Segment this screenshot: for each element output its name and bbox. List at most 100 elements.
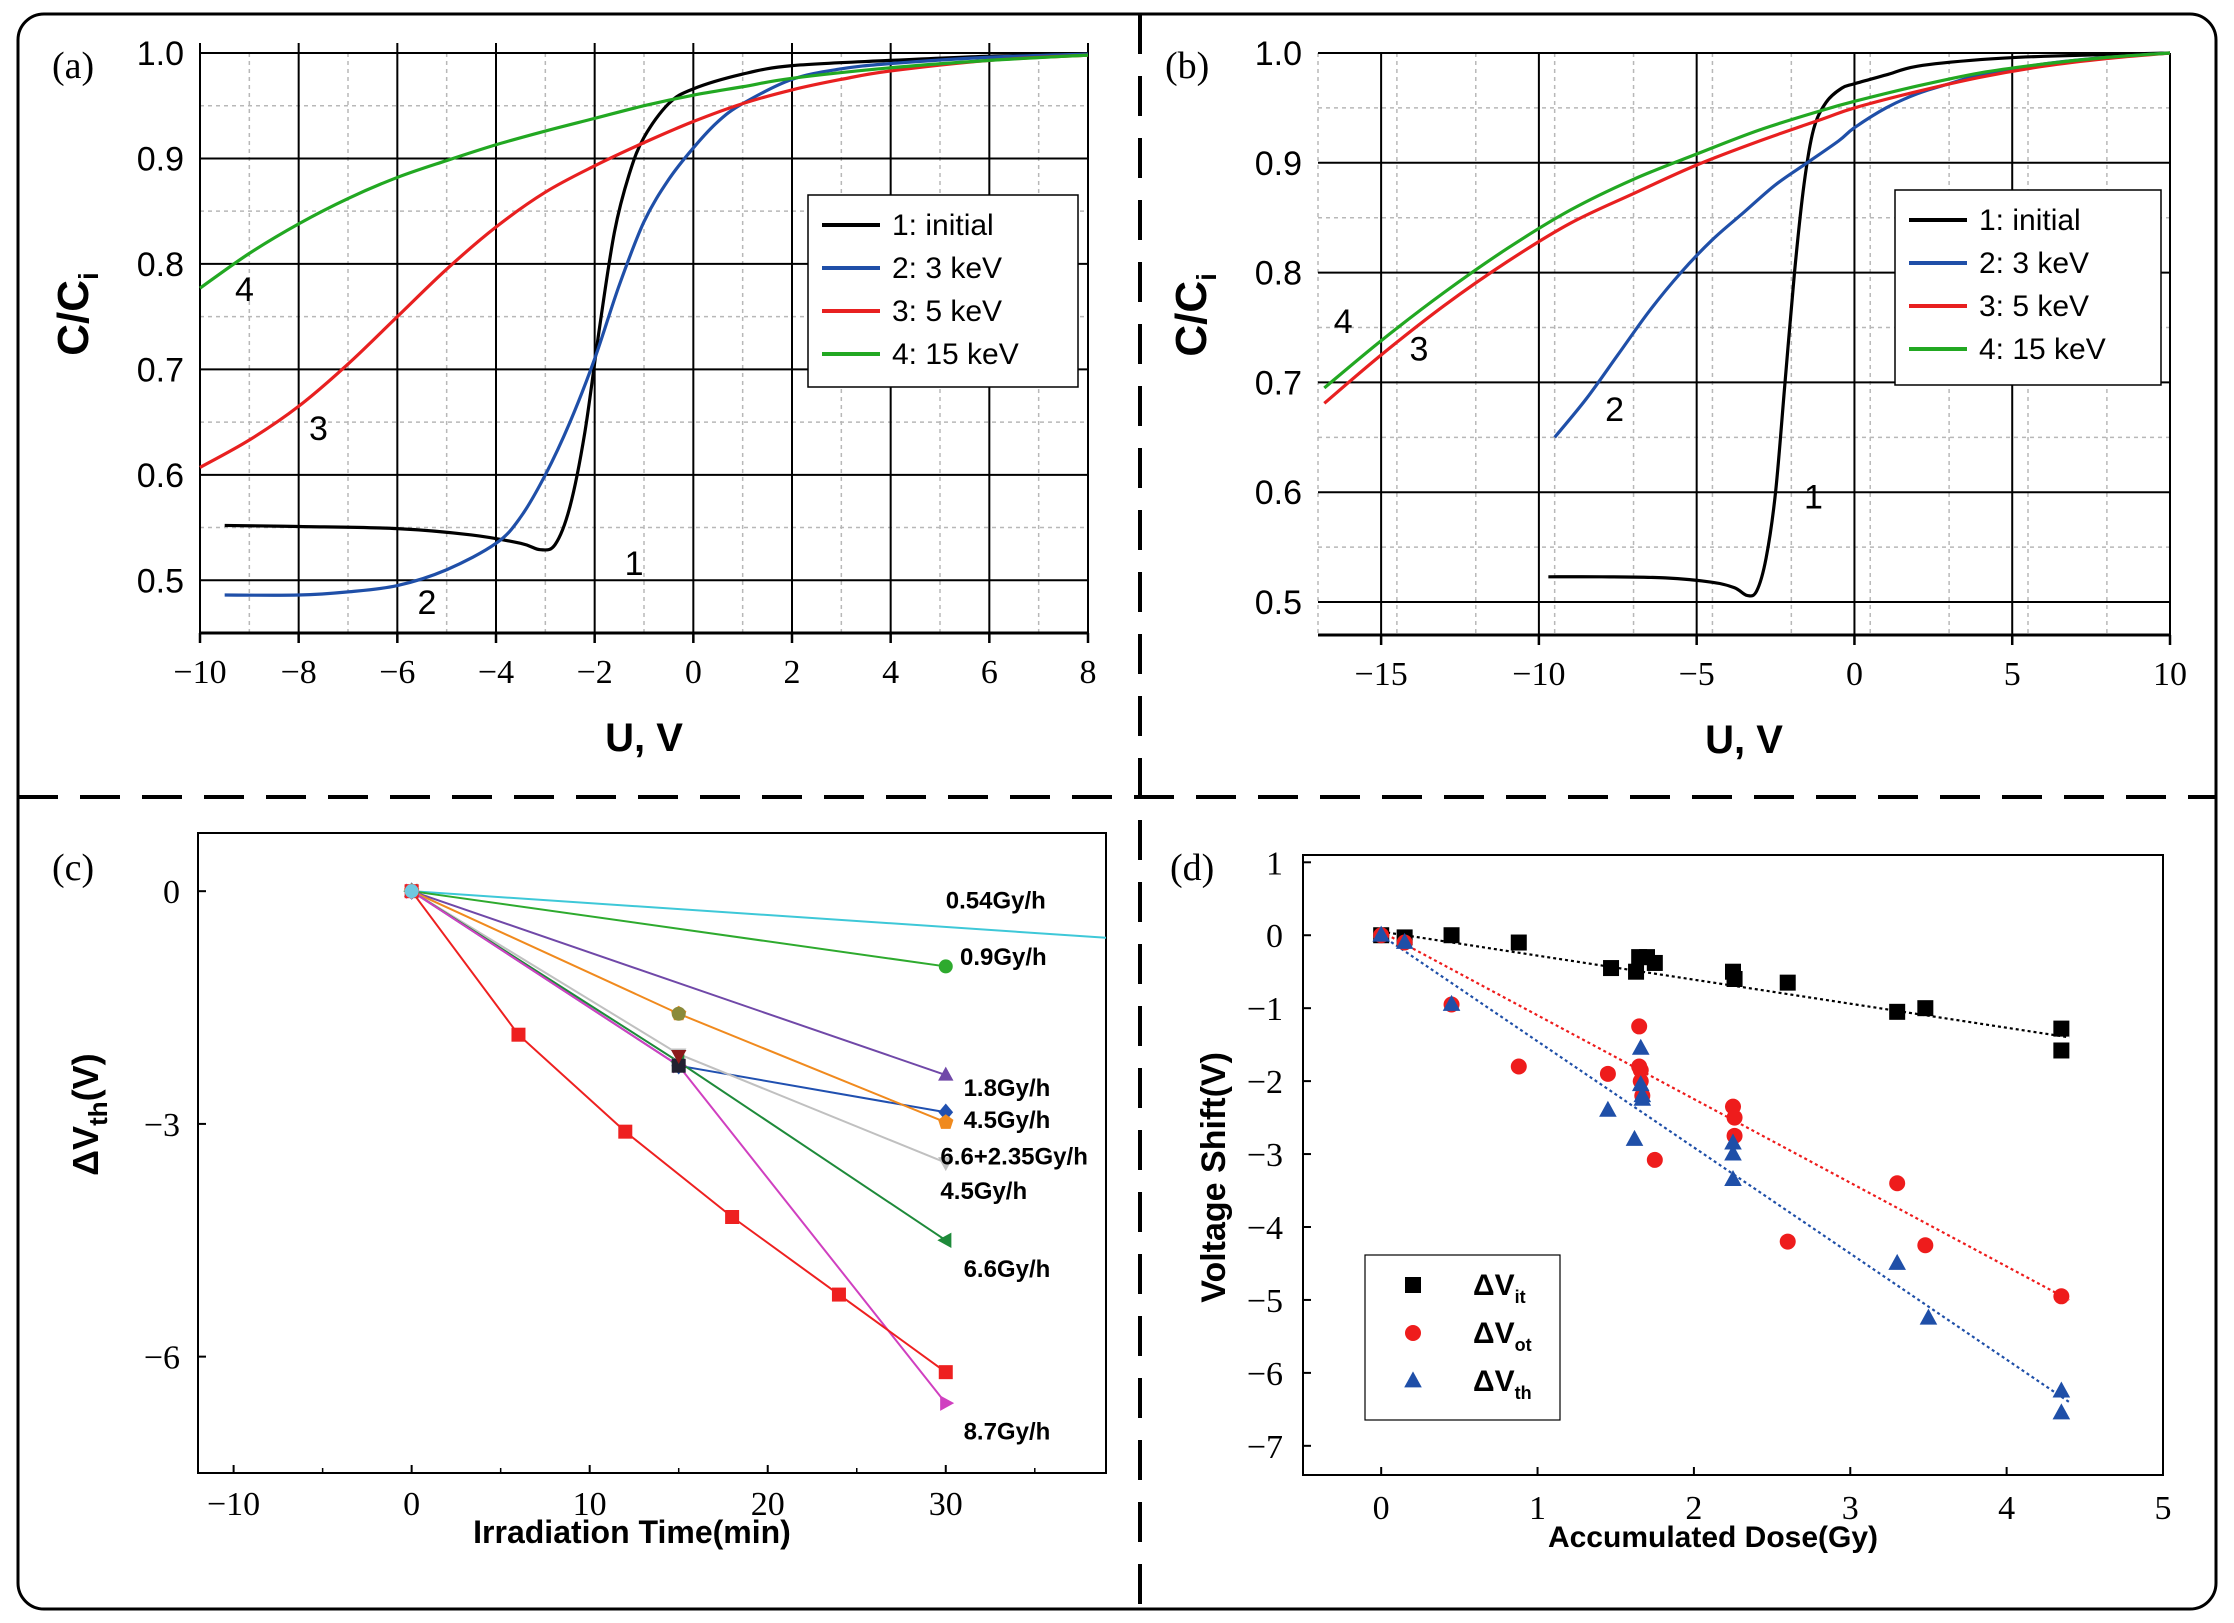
data-point xyxy=(671,1058,686,1073)
y-tick-label: 0 xyxy=(1266,918,1283,955)
data-point xyxy=(1442,994,1461,1011)
panel-a-chart: −10 −8 −6 −4 −2 0 2 4 6 8 0.5 0.6 0.7 0.8 0.9 1.0 U, V C/… xyxy=(49,35,1097,760)
series-label: 0.54Gy/h xyxy=(946,887,1046,914)
y-tick-label: −1 xyxy=(1247,991,1283,1028)
data-point xyxy=(1779,1233,1796,1250)
y-tick-label: −3 xyxy=(1247,1137,1283,1174)
data-point xyxy=(937,1232,952,1248)
y-tick-label: 1.0 xyxy=(1255,35,1302,73)
x-tick-label: 2 xyxy=(784,654,801,691)
curve-label: 2 xyxy=(1605,391,1624,429)
data-point xyxy=(1603,960,1620,977)
legend-label: 4: 15 keV xyxy=(1979,333,2106,366)
y-tick-label: −3 xyxy=(144,1107,180,1144)
data-point xyxy=(511,1027,526,1042)
curve-label: 4 xyxy=(1334,303,1353,341)
y-axis-title: C/Ci xyxy=(49,272,104,356)
series-line xyxy=(224,52,1089,552)
y-tick-label: 0.6 xyxy=(1255,474,1302,512)
legend-swatch xyxy=(1405,1325,1421,1341)
series-line xyxy=(224,52,1089,597)
y-tick-label: 0.7 xyxy=(137,351,184,389)
x-axis-title: U, V xyxy=(605,716,683,760)
y-tick-label: 0.9 xyxy=(1255,145,1302,183)
curve-label: 4 xyxy=(235,271,254,309)
data-point xyxy=(1510,1058,1527,1075)
data-point xyxy=(1888,1253,1906,1270)
data-point xyxy=(1631,1038,1650,1055)
y-axis-title: Voltage Shift(V) xyxy=(1195,1052,1233,1303)
y-tick-label: −4 xyxy=(1247,1210,1283,1247)
x-tick-label: 5 xyxy=(2155,1490,2172,1527)
x-tick-label: 30 xyxy=(929,1486,963,1523)
y-tick-label: 0.8 xyxy=(137,246,184,284)
panel-letter: (c) xyxy=(52,847,94,889)
fit-line xyxy=(1380,930,2070,1301)
y-tick-label: 1 xyxy=(1266,845,1283,882)
series-line xyxy=(199,53,1089,469)
y-tick-label: −6 xyxy=(1247,1356,1283,1393)
legend-swatch xyxy=(1404,1371,1422,1388)
data-point xyxy=(938,1103,954,1122)
data-point xyxy=(1726,1109,1743,1126)
y-tick-label: 0.5 xyxy=(137,562,184,600)
x-tick-label: −15 xyxy=(1355,656,1408,693)
data-point xyxy=(1646,954,1663,971)
x-tick-label: −5 xyxy=(1679,656,1715,693)
data-point xyxy=(1917,1237,1934,1254)
data-point xyxy=(938,1114,954,1129)
data-point xyxy=(938,1066,954,1081)
data-point xyxy=(1646,1151,1663,1168)
data-point xyxy=(1631,1075,1650,1092)
data-point xyxy=(1628,963,1645,980)
series-line xyxy=(199,53,1089,290)
y-axis-title-tail: (V) xyxy=(65,1053,106,1101)
curve-label: 1 xyxy=(1804,479,1823,517)
y-tick-label: −6 xyxy=(144,1340,180,1377)
y-tick-label: 1.0 xyxy=(137,35,184,73)
data-point xyxy=(1726,971,1743,987)
x-tick-label: 20 xyxy=(751,1486,785,1523)
panel-c-chart: −10 0 10 20 30 0 −3 −6 Irradiation Time(min) ΔVth… xyxy=(52,832,1107,1550)
data-point xyxy=(1724,1169,1742,1186)
legend-label: 4: 15 keV xyxy=(892,338,1019,371)
data-point xyxy=(1372,925,1390,942)
series-line xyxy=(1323,51,2171,405)
x-tick-label: 4 xyxy=(882,654,899,691)
x-tick-label: 0 xyxy=(1846,656,1863,693)
data-point xyxy=(1919,1308,1938,1325)
data-point xyxy=(1443,927,1460,944)
data-point xyxy=(1889,1003,1906,1020)
curve-label: 2 xyxy=(417,584,436,622)
data-point xyxy=(938,1365,953,1380)
series-label: 1.8Gy/h xyxy=(964,1075,1051,1102)
data-point xyxy=(1599,1100,1617,1117)
x-tick-label: 1 xyxy=(1529,1490,1546,1527)
y-axis-title-sub: i xyxy=(73,272,104,280)
y-axis-title-main: ΔV xyxy=(65,1126,106,1176)
y-tick-label: 0.5 xyxy=(1255,584,1302,622)
series-line xyxy=(1323,51,2171,390)
legend-label-main: ΔV xyxy=(1473,1365,1515,1398)
y-tick-label: −2 xyxy=(1247,1064,1283,1101)
x-axis-title: U, V xyxy=(1705,718,1783,762)
data-point xyxy=(1632,1062,1649,1079)
legend-label-main: ΔV xyxy=(1473,1269,1515,1302)
data-point xyxy=(938,959,953,974)
data-point xyxy=(938,1157,954,1172)
curve-label: 3 xyxy=(1410,330,1429,368)
data-point xyxy=(1724,1133,1742,1150)
data-point xyxy=(671,1050,687,1065)
series-line xyxy=(1553,51,2171,439)
legend-label: 1: initial xyxy=(1979,204,2081,237)
x-tick-label: −10 xyxy=(1512,656,1565,693)
data-point xyxy=(1631,1018,1648,1035)
y-tick-label: −7 xyxy=(1247,1429,1283,1466)
data-point xyxy=(1889,1175,1906,1192)
y-axis-title-sub: th xyxy=(83,1101,113,1126)
data-point xyxy=(940,1395,955,1411)
series-line xyxy=(1548,51,2171,598)
panel-letter: (a) xyxy=(52,45,94,87)
plot-frame xyxy=(1302,854,2164,1476)
